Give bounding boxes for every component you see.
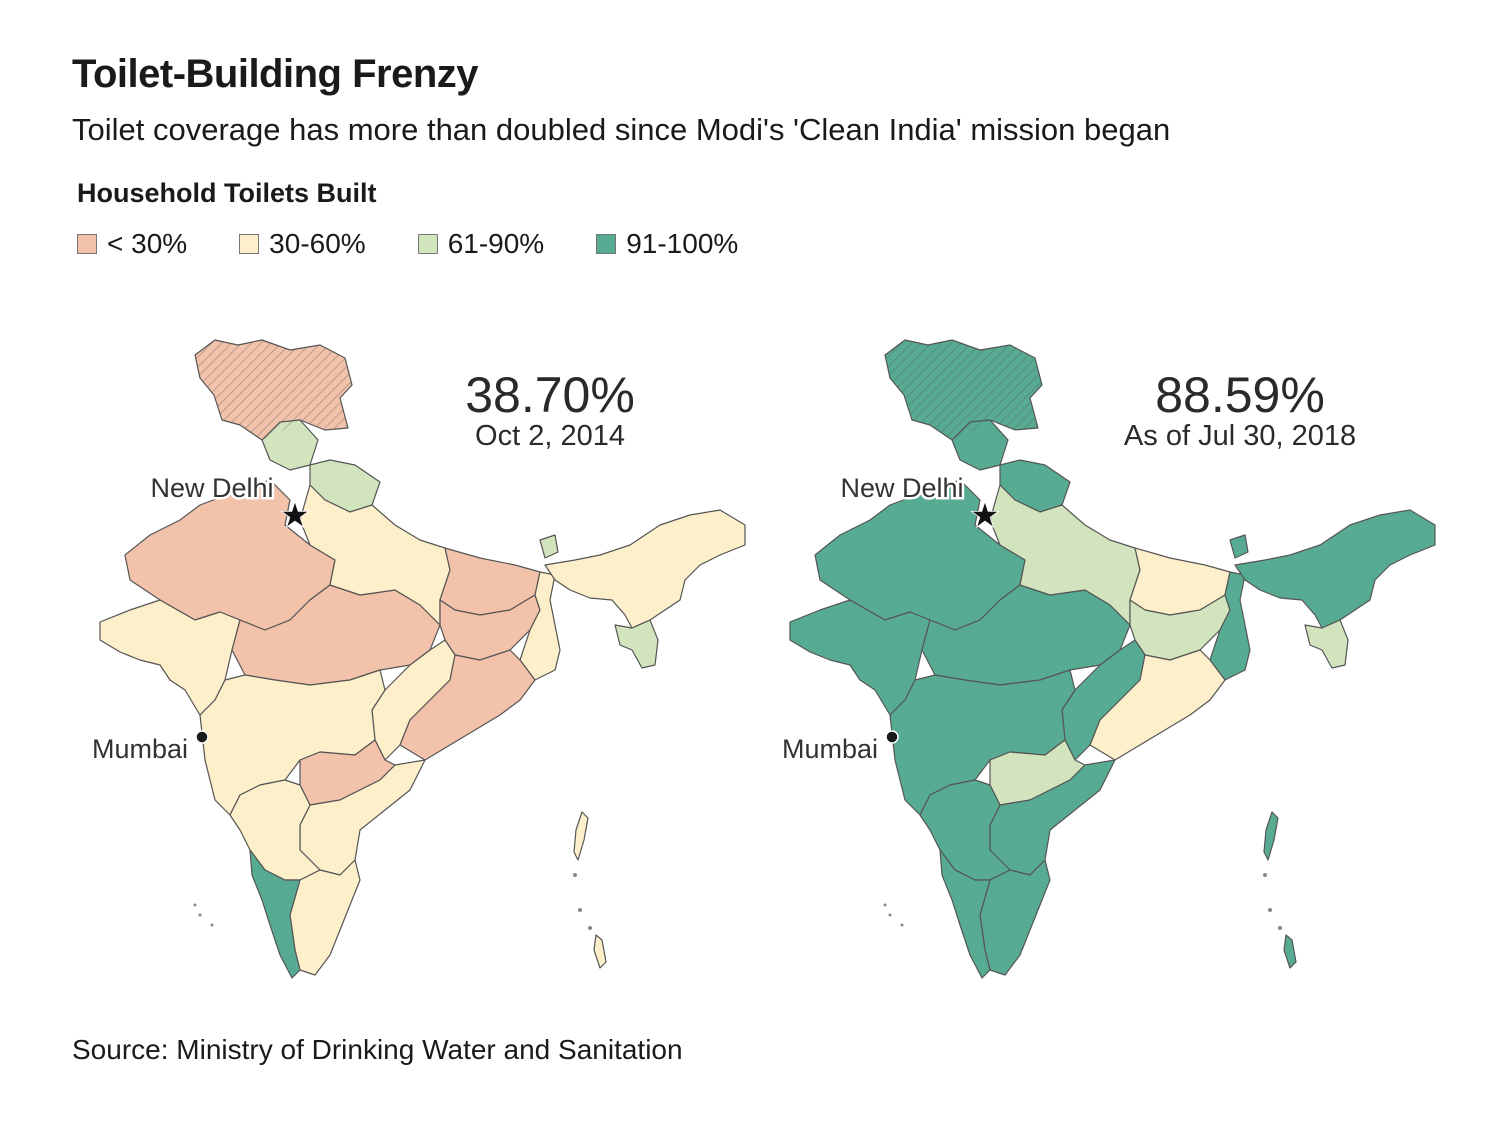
region-andaman-islands <box>573 811 589 861</box>
headline-date: Oct 2, 2014 <box>475 420 625 452</box>
headline-value: 88.59% <box>1155 367 1325 423</box>
legend-label-91-100: 91-100% <box>626 228 739 259</box>
hatch-overlay-kashmir <box>885 340 1042 440</box>
legend-label-61-90: 61-90% <box>447 228 545 259</box>
region-odisha <box>1089 649 1226 761</box>
legend: < 30% 30-60% 61-90% 91-100% <box>77 228 790 260</box>
region-nicobar-islands <box>1283 934 1297 969</box>
region-odisha <box>399 649 536 761</box>
map-2018: ★ New Delhi Mumbai 88.59% As of Jul 30, … <box>782 339 1436 979</box>
city-marker: Mumbai <box>782 730 899 764</box>
legend-item-91-100: 91-100% <box>596 228 738 260</box>
region-northeast <box>544 509 746 629</box>
capital-star-icon: ★ <box>971 497 1000 533</box>
region-west-bengal <box>519 571 561 681</box>
legend-label-under-30: < 30% <box>107 228 188 259</box>
chart-title: Toilet-Building Frenzy <box>72 52 479 96</box>
region-sikkim <box>1229 534 1249 559</box>
legend-item-under-30: < 30% <box>77 228 187 260</box>
region-kerala <box>249 849 301 979</box>
region-sikkim <box>539 534 559 559</box>
headline-value: 38.70% <box>465 367 635 423</box>
city-marker: Mumbai <box>92 730 209 764</box>
chart-subtitle: Toilet coverage has more than doubled si… <box>72 112 1171 147</box>
region-tripura-mizoram <box>1304 619 1349 669</box>
region-kerala <box>939 849 991 979</box>
city-dot-icon <box>195 730 209 744</box>
region-tripura-mizoram <box>614 619 659 669</box>
capital-label: New Delhi <box>840 473 963 503</box>
source-note: Source: Ministry of Drinking Water and S… <box>72 1034 683 1065</box>
legend-swatch-30-60 <box>239 234 260 254</box>
minor-islands <box>883 873 1282 930</box>
region-northeast <box>1234 509 1436 629</box>
capital-star-icon: ★ <box>281 497 310 533</box>
region-nicobar-islands <box>593 934 607 969</box>
legend-label-30-60: 30-60% <box>269 228 366 259</box>
legend-swatch-under-30 <box>77 234 97 254</box>
region-west-bengal <box>1209 571 1251 681</box>
city-label: Mumbai <box>92 734 188 764</box>
legend-swatch-61-90 <box>417 234 438 254</box>
capital-marker: ★ New Delhi <box>838 471 1000 534</box>
minor-islands <box>193 873 592 930</box>
capital-marker: ★ New Delhi <box>148 471 310 534</box>
headline-date: As of Jul 30, 2018 <box>1124 420 1356 452</box>
hatch-overlay-kashmir <box>195 340 352 440</box>
city-label: Mumbai <box>782 734 878 764</box>
legend-title: Household Toilets Built <box>77 178 377 208</box>
map-2014: ★ New Delhi Mumbai 38.70% Oct 2, 2014 <box>92 339 746 979</box>
legend-item-61-90: 61-90% <box>417 228 545 260</box>
legend-item-30-60: 30-60% <box>239 228 366 260</box>
city-dot-icon <box>885 730 899 744</box>
legend-swatch-91-100 <box>596 234 617 254</box>
capital-label: New Delhi <box>150 473 273 503</box>
region-andaman-islands <box>1263 811 1279 861</box>
